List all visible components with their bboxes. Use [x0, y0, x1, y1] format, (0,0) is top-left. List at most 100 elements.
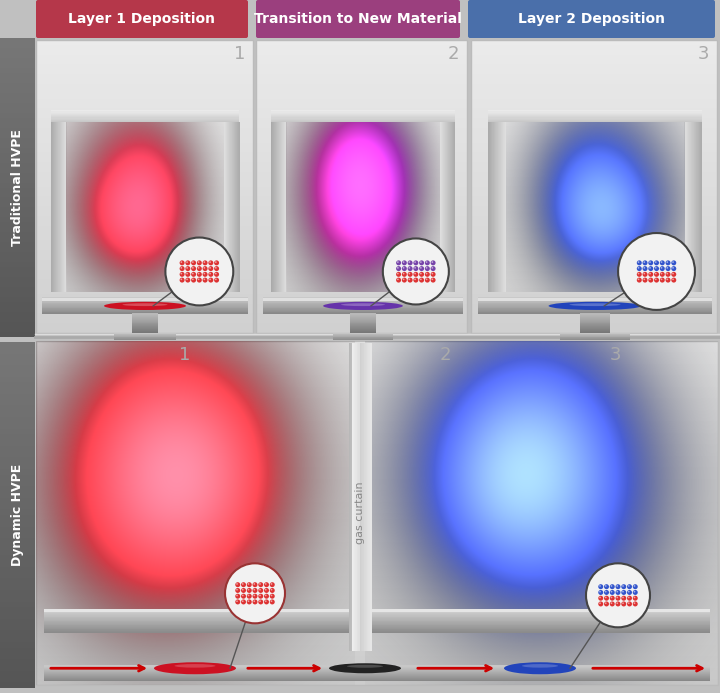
Bar: [492, 122, 493, 292]
Circle shape: [408, 279, 410, 280]
Circle shape: [644, 261, 645, 263]
Bar: [350, 316, 376, 318]
Bar: [0, 376, 35, 383]
Bar: [256, 283, 467, 289]
Bar: [287, 198, 440, 203]
Bar: [505, 147, 684, 152]
Bar: [36, 186, 253, 191]
Bar: [358, 343, 359, 651]
Bar: [287, 181, 440, 186]
Bar: [0, 162, 35, 168]
Bar: [65, 122, 66, 292]
Bar: [36, 274, 253, 279]
Bar: [350, 326, 376, 327]
Bar: [271, 111, 454, 113]
Circle shape: [616, 602, 618, 604]
Bar: [66, 134, 224, 139]
Circle shape: [661, 279, 662, 280]
Bar: [66, 219, 224, 224]
Bar: [287, 168, 440, 173]
Bar: [0, 217, 35, 222]
Bar: [333, 334, 393, 335]
Bar: [256, 157, 467, 162]
Bar: [0, 262, 35, 267]
Bar: [44, 668, 710, 669]
Bar: [44, 676, 710, 678]
Bar: [36, 438, 718, 444]
Bar: [36, 536, 718, 542]
Bar: [36, 157, 253, 162]
Bar: [478, 306, 711, 308]
Bar: [471, 304, 717, 308]
Bar: [36, 495, 718, 502]
Circle shape: [265, 589, 266, 590]
Bar: [580, 317, 610, 319]
Circle shape: [654, 278, 659, 283]
Bar: [580, 318, 610, 319]
Bar: [287, 249, 440, 254]
Bar: [471, 211, 717, 216]
Circle shape: [611, 591, 613, 593]
Bar: [236, 122, 237, 292]
Bar: [0, 47, 35, 53]
Circle shape: [413, 278, 418, 283]
Text: Transition to New Material: Transition to New Material: [254, 12, 462, 26]
Circle shape: [191, 266, 196, 271]
Bar: [36, 398, 718, 404]
Bar: [66, 181, 224, 186]
Bar: [59, 122, 60, 292]
Bar: [66, 160, 224, 164]
Bar: [350, 325, 376, 326]
Circle shape: [667, 279, 668, 280]
Circle shape: [253, 595, 255, 596]
Circle shape: [265, 583, 266, 585]
Bar: [0, 222, 35, 227]
Bar: [36, 137, 253, 143]
Bar: [66, 211, 224, 216]
Bar: [36, 564, 718, 570]
Bar: [51, 109, 239, 112]
Bar: [349, 343, 350, 651]
Bar: [263, 306, 463, 307]
Bar: [369, 343, 370, 651]
Bar: [263, 311, 463, 313]
Circle shape: [622, 602, 624, 604]
Bar: [256, 49, 467, 55]
Bar: [0, 463, 35, 469]
Circle shape: [186, 279, 188, 280]
Bar: [55, 122, 56, 292]
Bar: [359, 343, 361, 651]
Bar: [471, 118, 717, 123]
Circle shape: [258, 594, 264, 599]
Bar: [471, 225, 717, 231]
Circle shape: [598, 596, 603, 601]
Circle shape: [413, 272, 418, 277]
Bar: [471, 98, 717, 103]
Bar: [44, 624, 710, 625]
Bar: [263, 303, 463, 304]
Bar: [256, 128, 467, 133]
Bar: [36, 639, 718, 645]
Bar: [36, 576, 718, 582]
Bar: [471, 259, 717, 265]
Bar: [44, 625, 710, 626]
Bar: [471, 147, 717, 152]
Bar: [36, 484, 718, 490]
Bar: [0, 58, 35, 63]
Bar: [287, 274, 440, 279]
Bar: [0, 257, 35, 262]
Circle shape: [185, 278, 190, 283]
Bar: [36, 283, 253, 289]
Ellipse shape: [347, 665, 383, 668]
Circle shape: [638, 261, 639, 263]
Circle shape: [236, 583, 238, 585]
Bar: [256, 269, 467, 274]
Bar: [500, 122, 502, 292]
Circle shape: [627, 584, 632, 589]
Bar: [66, 228, 224, 232]
Bar: [580, 331, 610, 332]
Circle shape: [598, 590, 603, 595]
Circle shape: [271, 589, 272, 590]
Circle shape: [181, 267, 182, 269]
Bar: [132, 316, 158, 318]
